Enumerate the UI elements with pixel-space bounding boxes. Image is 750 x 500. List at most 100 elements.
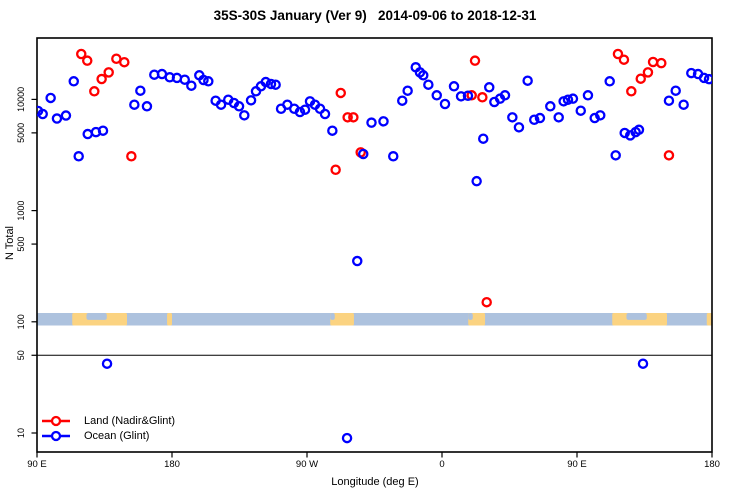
- legend-label-ocean: Ocean (Glint): [84, 430, 150, 443]
- ocean-point: [522, 75, 533, 86]
- land-point: [330, 164, 341, 176]
- y-tick-label: 100: [16, 314, 26, 329]
- chart-title: 35S-30S January (Ver 9) 2014-09-06 to 20…: [213, 8, 537, 23]
- land-point: [663, 150, 675, 161]
- ocean-point: [135, 85, 146, 96]
- ocean-point: [439, 98, 451, 110]
- land-point: [481, 296, 492, 308]
- land-point: [647, 56, 659, 68]
- ocean-point: [215, 99, 227, 110]
- land-point: [612, 48, 624, 60]
- ocean-point: [417, 70, 429, 81]
- ocean-point: [562, 94, 574, 105]
- ocean-point: [294, 106, 306, 118]
- ocean-point: [402, 85, 413, 96]
- ocean-point: [670, 85, 681, 96]
- ocean-point: [327, 125, 338, 136]
- ocean-point: [567, 93, 579, 104]
- data-points: [37, 48, 712, 444]
- ocean-point: [233, 101, 245, 112]
- ocean-point: [582, 90, 594, 101]
- x-tick-label: 0: [439, 459, 444, 470]
- land-point: [656, 57, 667, 69]
- land-point: [103, 67, 114, 78]
- ocean-point: [619, 127, 630, 139]
- legend-item-ocean: Ocean (Glint): [40, 429, 175, 445]
- land-point: [82, 55, 93, 66]
- ocean-point: [698, 72, 710, 84]
- y-tick-label: 1000: [16, 201, 26, 221]
- ocean-point: [477, 133, 489, 144]
- x-axis-title: Longitude (deg E): [331, 476, 419, 488]
- ocean-point: [663, 95, 675, 106]
- band-land-patch: [706, 313, 712, 326]
- band-ocean-notch: [468, 313, 473, 320]
- plot-border: [36, 37, 713, 453]
- legend-marker-land-icon: [42, 415, 70, 426]
- ocean-point: [45, 92, 56, 104]
- ocean-point: [462, 90, 474, 101]
- ocean-point: [633, 124, 645, 136]
- ocean-point: [575, 105, 587, 116]
- ocean-point: [73, 151, 84, 162]
- ocean-point: [553, 112, 564, 123]
- land-point: [626, 86, 637, 97]
- ocean-point: [141, 101, 153, 112]
- ocean-point: [678, 99, 689, 110]
- x-tick-label: 180: [164, 459, 180, 470]
- band-land-patch: [330, 313, 354, 326]
- ocean-point: [529, 114, 540, 126]
- land-point: [342, 112, 353, 123]
- ocean-point: [471, 175, 482, 187]
- land-ocean-band: [37, 313, 712, 326]
- ocean-point: [341, 432, 353, 444]
- ocean-point: [423, 79, 434, 90]
- legend-label-land: Land (Nadir&Glint): [84, 414, 176, 427]
- ocean-point: [101, 358, 113, 369]
- ocean-point: [265, 78, 277, 90]
- ocean-point: [198, 74, 209, 86]
- ocean-point: [366, 117, 377, 128]
- band-ocean-notch: [86, 313, 107, 320]
- land-point: [119, 56, 130, 68]
- land-point: [635, 73, 647, 84]
- y-tick-label: 10000: [16, 87, 26, 112]
- ocean-point: [260, 76, 271, 88]
- ocean-point: [60, 110, 72, 121]
- ocean-point: [431, 90, 442, 101]
- ocean-point: [637, 358, 649, 369]
- ocean-point: [270, 79, 281, 90]
- ocean-point: [534, 112, 546, 124]
- ocean-point: [37, 108, 48, 120]
- ocean-point: [703, 73, 712, 85]
- x-tick-label: 90 E: [567, 459, 587, 470]
- land-point: [469, 55, 481, 66]
- ocean-point: [396, 95, 408, 106]
- ocean-point: [455, 91, 467, 102]
- legend-item-land: Land (Nadir&Glint): [40, 413, 175, 429]
- y-tick-label: 10: [16, 428, 26, 438]
- ocean-point: [483, 82, 495, 93]
- legend-marker-ocean-icon: [42, 431, 70, 442]
- ocean-point: [245, 95, 257, 106]
- ocean-point: [68, 76, 80, 87]
- ocean-point: [378, 116, 389, 127]
- ocean-point: [604, 76, 615, 87]
- ocean-point: [357, 148, 369, 160]
- ocean-point: [239, 110, 250, 121]
- legend: Land (Nadir&Glint) Ocean (Glint): [40, 413, 175, 444]
- ocean-point: [610, 150, 621, 161]
- x-tick-label: 90 W: [296, 459, 318, 470]
- ocean-point: [507, 112, 518, 123]
- ocean-point: [513, 122, 525, 133]
- ocean-point: [499, 90, 511, 101]
- land-point: [96, 73, 107, 85]
- ocean-point: [448, 81, 460, 92]
- land-point: [642, 67, 654, 78]
- ocean-point: [686, 67, 697, 79]
- ocean-point: [319, 108, 331, 120]
- ocean-point: [595, 110, 606, 121]
- land-point: [618, 54, 630, 65]
- band-ocean-strip: [37, 313, 712, 326]
